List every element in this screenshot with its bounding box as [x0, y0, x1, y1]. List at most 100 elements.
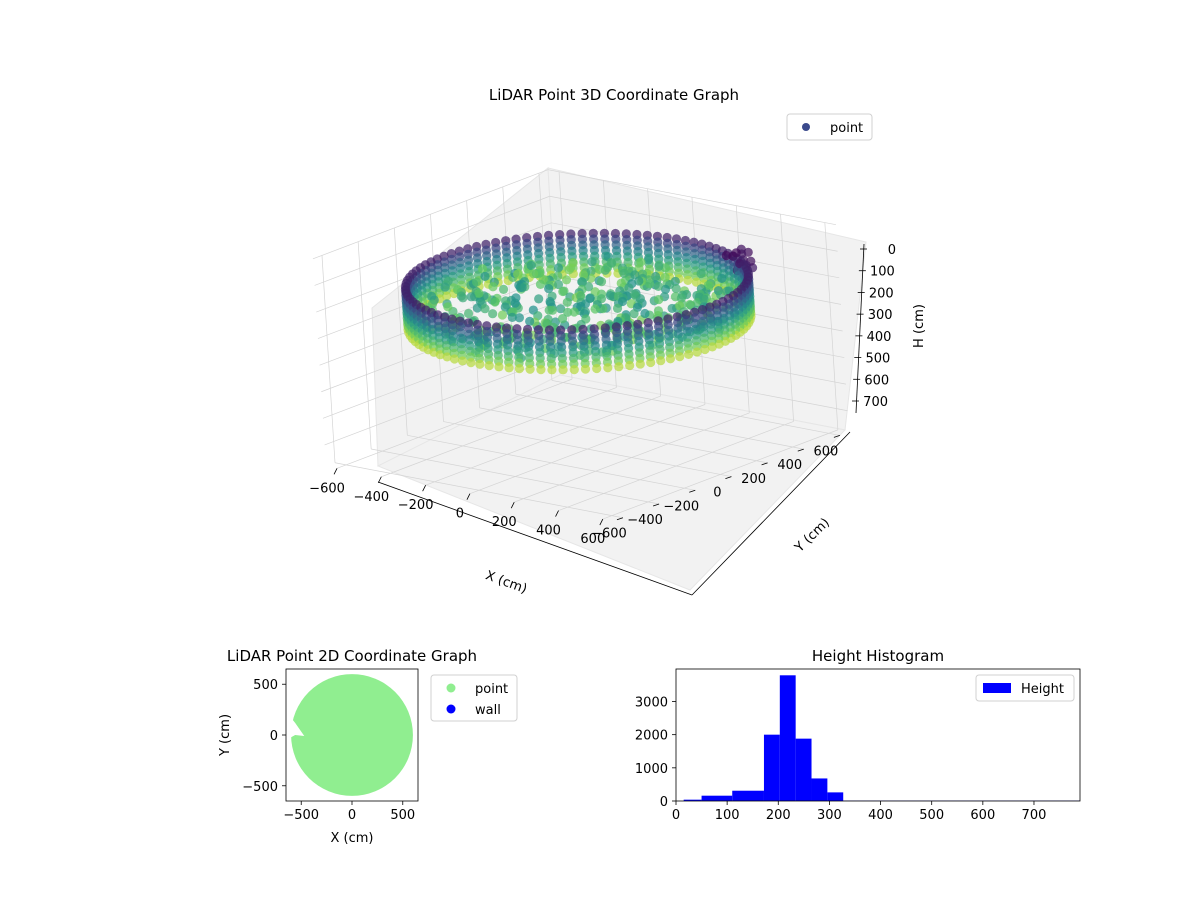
y-tick-mark-3d: [833, 435, 841, 438]
data-point-3d: [634, 276, 644, 286]
legend-3d: point: [786, 113, 873, 141]
y-axis-label-2d: Y (cm): [218, 714, 233, 757]
data-point-3d: [707, 342, 717, 352]
y-tick-mark-3d: [761, 462, 768, 466]
x-tick-mark-3d: [555, 510, 559, 517]
data-point-3d: [443, 302, 453, 312]
data-point-3d: [569, 307, 579, 317]
x-tick-label-histogram: 700: [1022, 808, 1047, 823]
data-point-3d: [529, 269, 539, 279]
x-tick-mark-3d: [599, 518, 604, 526]
data-point-3d: [514, 364, 525, 374]
data-point-3d: [578, 270, 589, 280]
data-point-3d: [585, 293, 595, 304]
data-point-3d: [477, 264, 488, 274]
data-point-3d: [497, 310, 508, 320]
data-point-3d: [490, 297, 500, 307]
x-tick-mark-3d: [466, 493, 471, 500]
y-tick-label-3d: −400: [627, 513, 663, 528]
data-point-3d: [629, 309, 639, 319]
data-point-3d: [596, 277, 607, 287]
data-point-3d: [440, 282, 450, 292]
data-point-3d: [553, 271, 563, 281]
ticks-2d: −500 0 500 500 0 −500: [242, 678, 415, 823]
data-point-3d: [619, 268, 629, 279]
data-point-3d: [474, 288, 484, 298]
data-point-3d: [475, 359, 485, 369]
legend-marker-point-3d: [802, 123, 810, 131]
data-point-3d: [553, 263, 563, 273]
z-tick-label-3d: 100: [870, 265, 895, 280]
x-tick-label-histogram: 400: [868, 808, 893, 823]
data-point-3d: [558, 286, 568, 297]
z-ticks-3d: 0 100 200 300 400 500 600 700: [852, 243, 896, 410]
histogram-bar: [701, 795, 733, 801]
y-axis-label-3d: Y (cm): [792, 515, 833, 556]
data-point-3d: [557, 314, 568, 324]
data-point-3d: [472, 303, 482, 313]
data-point-3d: [480, 304, 490, 314]
legend-swatch-height: [983, 683, 1011, 693]
grid-line: [314, 195, 550, 286]
data-point-3d: [603, 363, 613, 373]
grid-line: [312, 169, 549, 260]
data-point-3d: [590, 304, 600, 314]
data-point-3d: [675, 352, 685, 362]
x-tick-label-3d: 600: [580, 532, 605, 547]
data-point-3d: [466, 292, 476, 302]
data-point-3d: [691, 277, 701, 287]
y-tick-label-3d: −200: [663, 499, 699, 514]
x-tick-mark-3d: [377, 476, 382, 483]
z-tick-label-3d: 700: [863, 395, 888, 410]
x-tick-label-histogram: 0: [672, 808, 680, 823]
data-point-3d: [606, 257, 616, 268]
grid-line: [393, 227, 408, 436]
z-tick-label-3d: 400: [867, 330, 892, 345]
data-point-3d: [616, 278, 626, 288]
x-tick-mark-3d: [510, 501, 515, 509]
data-point-3d: [472, 277, 482, 287]
data-point-3d: [563, 307, 573, 317]
data-point-3d: [517, 282, 527, 293]
x-tick-label-histogram: 200: [766, 808, 791, 823]
grid-line: [334, 462, 624, 519]
data-point-3d: [510, 298, 520, 308]
grid-line: [551, 380, 840, 436]
data-point-3d: [427, 291, 437, 301]
histogram-bar: [779, 675, 796, 801]
y-tick-label-3d: 200: [741, 472, 766, 487]
histogram-bars: [683, 675, 1080, 801]
data-point-3d: [699, 294, 709, 304]
x-tick-label-2d: 0: [348, 808, 356, 823]
pane-floor: [376, 374, 847, 591]
chart-2d: LiDAR Point 2D Coordinate Graph −500 0 500…: [218, 647, 518, 846]
grid-line: [549, 195, 838, 252]
histogram-title: Height Histogram: [812, 647, 944, 665]
data-point-3d: [513, 269, 523, 279]
data-point-3d: [717, 273, 727, 284]
data-point-3d: [442, 352, 452, 362]
z-tick-label-3d: 500: [865, 352, 890, 367]
y-ticks-3d: −600−400−200 0 200 400 600: [591, 435, 841, 542]
y-tick-label-histogram: 0: [660, 795, 668, 810]
data-point-3d: [665, 354, 676, 364]
data-point-3d: [653, 281, 663, 291]
x-tick-label-3d: −600: [309, 481, 345, 496]
y-tick-label-3d: 0: [713, 486, 721, 501]
x-tick-mark-3d: [333, 468, 338, 475]
x-tick-label-histogram: 500: [919, 808, 944, 823]
data-point-3d: [553, 279, 564, 290]
data-point-3d: [703, 280, 713, 291]
grid-line: [443, 421, 732, 477]
x-ticks-3d: −600 −400 −200 0 200 400 600: [309, 468, 605, 547]
data-point-3d: [498, 284, 509, 294]
data-point-3d: [449, 354, 460, 364]
scatter-points-3d: [400, 228, 758, 375]
x-tick-label-3d: −200: [398, 498, 434, 513]
grid-line: [466, 200, 480, 408]
y-axis-line: [691, 431, 851, 596]
y-tick-label-histogram: 3000: [635, 696, 668, 711]
z-axis-line: [855, 243, 865, 414]
y-tick-label-histogram: 2000: [635, 729, 668, 744]
